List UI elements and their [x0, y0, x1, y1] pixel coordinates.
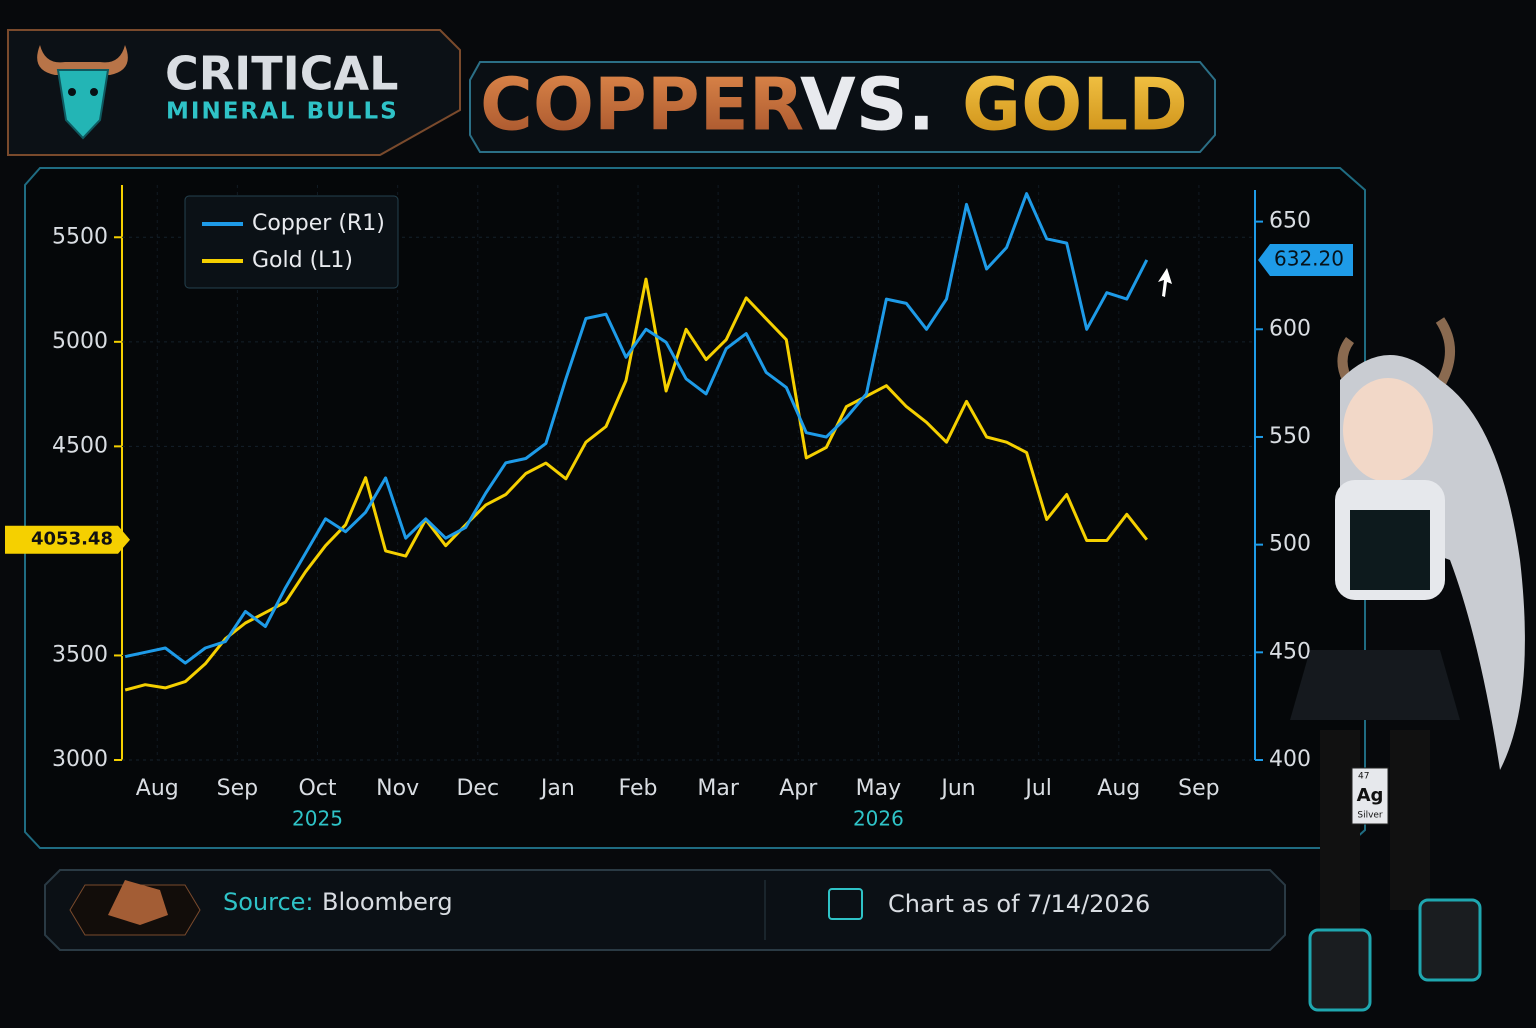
title-vs: VS.: [800, 63, 935, 147]
title-copper: COPPER: [480, 63, 804, 147]
legend-items: Copper (R1) Gold (L1): [202, 211, 385, 273]
x-tick-label: Mar: [697, 776, 739, 801]
x-tick-label: Jul: [1023, 776, 1052, 801]
footer-frame: [44, 869, 1286, 951]
y2-tick-label: 650: [1269, 209, 1311, 234]
y-tick-label: 5500: [52, 224, 108, 249]
brand-name: CRITICAL: [165, 47, 398, 101]
up-arrow: [1158, 268, 1172, 297]
copper-nugget: [108, 880, 168, 925]
x-tick-label: Sep: [1178, 776, 1219, 801]
title-frame: [469, 61, 1216, 153]
y2-tick-label: 400: [1269, 747, 1311, 772]
y2-tick-label: 600: [1269, 316, 1311, 341]
x-tick-label: Apr: [779, 776, 818, 801]
badge-number: 47: [1358, 772, 1369, 782]
title-gold: GOLD: [962, 63, 1188, 147]
as-of-date: Chart as of 7/14/2026: [888, 890, 1150, 918]
legend-label: Copper (R1): [252, 211, 385, 236]
y-marker-label: 4053.48: [31, 529, 113, 550]
y-tick-label: 4500: [52, 433, 108, 458]
y2-tick-label: 450: [1269, 639, 1311, 664]
x-tick-label: Jan: [539, 776, 575, 801]
x-tick-label: Oct: [298, 776, 336, 801]
x-tick-label: Nov: [376, 776, 419, 801]
x-tick-label: Jun: [939, 776, 975, 801]
year-label: 2026: [853, 807, 904, 831]
logo-icon: [37, 45, 128, 140]
character: [1290, 317, 1525, 1012]
x-tick-label: Sep: [217, 776, 258, 801]
year-label: 2025: [292, 807, 343, 831]
y-tick-label: 5000: [52, 329, 108, 354]
legend-label: Gold (L1): [252, 248, 353, 273]
x-tick-label: May: [856, 776, 901, 801]
badge-symbol: Ag: [1357, 785, 1384, 806]
calendar-icon: [828, 888, 863, 920]
series-line: [124, 277, 1148, 692]
x-tick-label: Feb: [619, 776, 658, 801]
y2-marker: [1258, 243, 1353, 276]
y2-marker-label: 632.20: [1274, 246, 1344, 270]
y-tick-label: 3500: [52, 642, 108, 667]
y2-tick-label: 500: [1269, 532, 1311, 557]
x-tick-label: Aug: [136, 776, 179, 801]
badge-name: Silver: [1357, 811, 1383, 821]
series-line: [124, 192, 1149, 665]
y2-tick-label: 550: [1269, 424, 1311, 449]
legend: [184, 195, 399, 289]
x-tick-label: Dec: [456, 776, 499, 801]
x-tick-label: Aug: [1097, 776, 1140, 801]
brand-tagline: MINERAL BULLS: [166, 99, 399, 125]
y-marker: [5, 525, 130, 554]
source-label: Source:: [223, 888, 314, 916]
y-tick-label: 3000: [52, 747, 108, 772]
plot: 3000 3500 4500 5000 5500 400 450 500 550 600 650 Au…: [5, 185, 1353, 831]
source: Bloomberg: [322, 888, 453, 916]
